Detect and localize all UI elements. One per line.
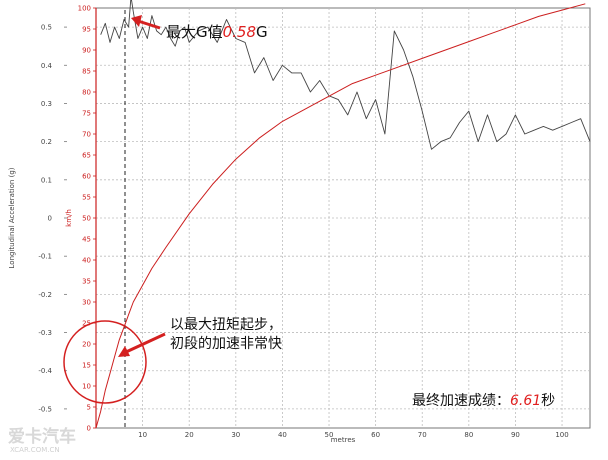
y-speed-tick-label: 30 (82, 299, 91, 307)
y-speed-tick-label: 55 (82, 194, 91, 202)
x-tick-label: 40 (278, 431, 287, 439)
plot-area (95, 7, 591, 429)
left-axis-ticks: 0.5 0.4 0.3 0.2 0.1 0 -0.1 -0.2 -0.3 -0.4 -0.5 (38, 24, 67, 413)
y-speed-axis-label: km/h (65, 209, 73, 227)
y-speed-tick-label: 70 (82, 131, 91, 139)
x-tick-label: 50 (325, 431, 334, 439)
y-speed-tick-label: 10 (82, 383, 91, 391)
y-left-tick-label: -0.4 (38, 367, 52, 375)
y-left-axis-label: Longitudinal Acceleration (g) (8, 167, 16, 268)
x-tick-label: 20 (185, 431, 194, 439)
launch-highlight-circle (63, 320, 147, 404)
x-tick-label: 30 (231, 431, 240, 439)
y-speed-tick-label: 15 (82, 362, 91, 370)
final-time-annotation: 最终加速成绩：6.61秒 (412, 393, 555, 409)
x-tick-label: 100 (555, 431, 568, 439)
y-speed-tick-label: 5 (87, 404, 91, 412)
y-speed-tick-label: 35 (82, 278, 91, 286)
x-tick-label: 70 (418, 431, 427, 439)
y-speed-tick-label: 50 (82, 215, 91, 223)
series (95, 0, 591, 429)
acceleration-series-line (100, 0, 591, 150)
y-speed-tick-label: 45 (82, 236, 91, 244)
max-g-arrow (137, 19, 161, 30)
speed-axis-ticks: 1009590858075706560555045403530252015105… (78, 5, 96, 433)
x-tick-label: 60 (371, 431, 380, 439)
x-tick-label: 80 (464, 431, 473, 439)
watermark-logo-text: 爱卡汽车 (8, 426, 76, 447)
x-tick-label: 10 (138, 431, 147, 439)
x-tick-label: 90 (511, 431, 520, 439)
y-speed-tick-label: 0 (87, 425, 91, 433)
y-left-tick-label: -0.5 (38, 405, 52, 413)
y-left-tick-label: 0.1 (41, 176, 52, 184)
y-speed-tick-label: 40 (82, 257, 91, 265)
y-left-tick-label: 0 (48, 215, 52, 223)
x-axis-ticks: 10 20 30 40 50 60 70 80 90 100 (138, 431, 569, 439)
final-time-value: 6.61 (510, 393, 541, 409)
watermark-url: XCAR.COM.CN (10, 446, 60, 454)
y-left-tick-label: 0.2 (41, 138, 52, 146)
launch-arrowhead (118, 346, 130, 357)
final-time-suffix: 秒 (541, 393, 555, 409)
y-speed-tick-label: 80 (82, 89, 91, 97)
max-g-annotation: 最大G值0.58G (166, 23, 268, 41)
y-left-tick-label: -0.1 (38, 253, 52, 261)
y-speed-tick-label: 20 (82, 341, 91, 349)
final-time-prefix: 最终加速成绩： (412, 393, 510, 409)
y-speed-tick-label: 65 (82, 152, 91, 160)
y-left-tick-label: 0.5 (41, 24, 52, 32)
y-speed-tick-label: 85 (82, 68, 91, 76)
speed-series-line (95, 3, 586, 429)
max-g-suffix: G (256, 23, 268, 41)
grid (96, 8, 590, 428)
launch-annotation-line1: 以最大扭矩起步， (170, 317, 282, 333)
max-g-arrowhead (131, 15, 142, 27)
y-left-tick-label: 0.4 (41, 62, 53, 70)
launch-arrow (125, 332, 166, 354)
max-g-prefix: 最大G值 (166, 23, 223, 41)
y-speed-tick-label: 60 (82, 173, 91, 181)
y-speed-tick-label: 95 (82, 26, 91, 34)
y-speed-tick-label: 75 (82, 110, 91, 118)
y-left-tick-label: -0.3 (38, 329, 52, 337)
y-speed-tick-label: 25 (82, 320, 91, 328)
launch-annotation-line2: 初段的加速非常快 (170, 335, 282, 352)
y-left-tick-label: 0.3 (41, 100, 52, 108)
max-g-value: 0.58 (223, 23, 256, 41)
y-speed-tick-label: 100 (78, 5, 91, 13)
x-axis-label: metres (331, 436, 356, 444)
y-left-tick-label: -0.2 (38, 291, 52, 299)
y-speed-tick-label: 90 (82, 47, 91, 55)
